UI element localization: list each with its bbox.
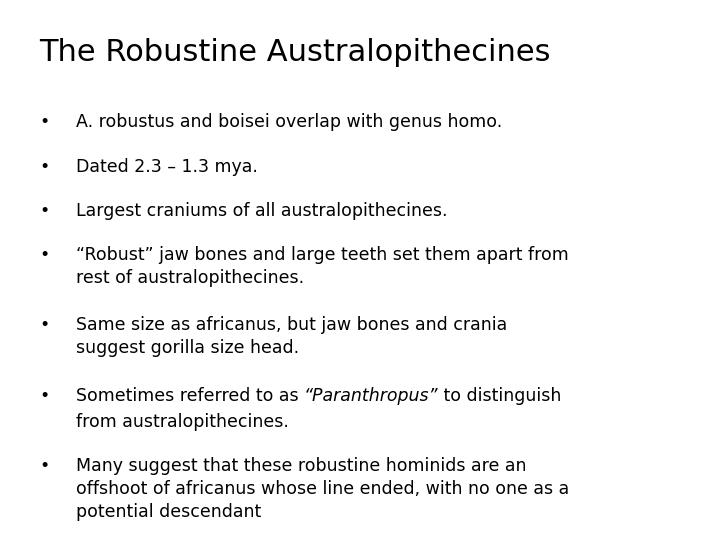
Text: Same size as africanus, but jaw bones and crania
suggest gorilla size head.: Same size as africanus, but jaw bones an… — [76, 316, 507, 357]
Text: to distinguish: to distinguish — [438, 387, 562, 404]
Text: •: • — [40, 246, 50, 264]
Text: Dated 2.3 – 1.3 mya.: Dated 2.3 – 1.3 mya. — [76, 158, 258, 176]
Text: •: • — [40, 113, 50, 131]
Text: Largest craniums of all australopithecines.: Largest craniums of all australopithecin… — [76, 202, 447, 220]
Text: Many suggest that these robustine hominids are an
offshoot of africanus whose li: Many suggest that these robustine homini… — [76, 457, 569, 521]
Text: from australopithecines.: from australopithecines. — [76, 413, 289, 430]
Text: •: • — [40, 316, 50, 334]
Text: A. robustus and boisei overlap with genus homo.: A. robustus and boisei overlap with genu… — [76, 113, 502, 131]
Text: Sometimes referred to as: Sometimes referred to as — [76, 387, 304, 404]
Text: •: • — [40, 202, 50, 220]
Text: “Robust” jaw bones and large teeth set them apart from
rest of australopithecine: “Robust” jaw bones and large teeth set t… — [76, 246, 568, 287]
Text: •: • — [40, 457, 50, 475]
Text: The Robustine Australopithecines: The Robustine Australopithecines — [40, 38, 551, 67]
Text: •: • — [40, 387, 50, 404]
Text: “Paranthropus”: “Paranthropus” — [304, 387, 438, 404]
Text: •: • — [40, 158, 50, 176]
